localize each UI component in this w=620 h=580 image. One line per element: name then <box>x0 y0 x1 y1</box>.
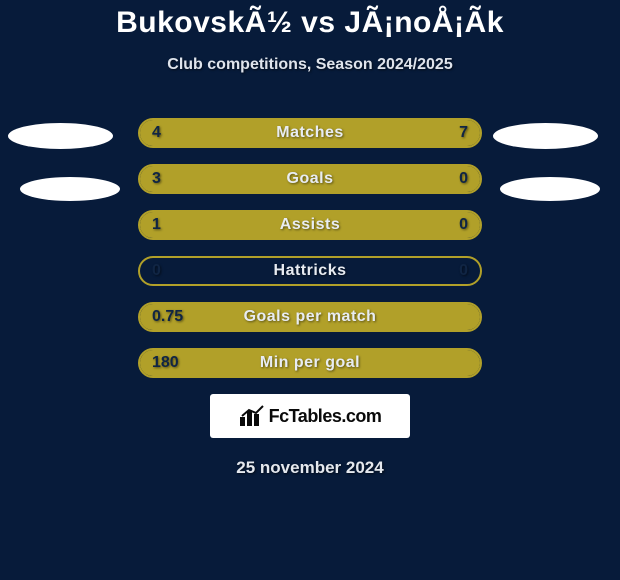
decorative-ellipse <box>493 123 598 149</box>
stat-value-right: 0 <box>459 216 468 234</box>
stat-value-right: 0 <box>459 262 468 280</box>
bars-icon <box>239 405 265 427</box>
stat-row: 0.75 Goals per match <box>138 302 482 332</box>
stat-value-left: 1 <box>152 216 161 234</box>
stat-value-right: 7 <box>459 124 468 142</box>
stat-value-left: 0 <box>152 262 161 280</box>
stat-value-left: 180 <box>152 354 179 372</box>
page-title: BukovskÃ½ vs JÃ¡noÅ¡Ã­k <box>0 0 620 40</box>
decorative-ellipse <box>20 177 120 201</box>
stat-row: 1 Assists 0 <box>138 210 482 240</box>
comparison-widget: BukovskÃ½ vs JÃ¡noÅ¡Ã­k Club competition… <box>0 0 620 478</box>
logo-text: FcTables.com <box>269 406 382 427</box>
fctables-logo[interactable]: FcTables.com <box>210 394 410 438</box>
page-subtitle: Club competitions, Season 2024/2025 <box>0 56 620 74</box>
decorative-ellipse <box>500 177 600 201</box>
date-label: 25 november 2024 <box>0 458 620 478</box>
stat-value-right: 0 <box>459 170 468 188</box>
stat-fill-right <box>412 212 480 238</box>
stat-row: 3 Goals 0 <box>138 164 482 194</box>
stat-label: Min per goal <box>260 354 360 372</box>
stats-section: 4 Matches 7 3 Goals 0 1 Assists 0 0 Hattricks 0 0.75… <box>0 118 620 378</box>
stat-label: Goals per match <box>244 308 377 326</box>
stat-fill-left <box>140 212 412 238</box>
stat-label: Goals <box>287 170 334 188</box>
stat-fill-right <box>412 166 480 192</box>
stat-label: Matches <box>276 124 344 142</box>
stat-row: 180 Min per goal <box>138 348 482 378</box>
stat-label: Hattricks <box>274 262 347 280</box>
stat-rows: 4 Matches 7 3 Goals 0 1 Assists 0 0 Hattricks 0 0.75… <box>0 118 620 378</box>
stat-row: 0 Hattricks 0 <box>138 256 482 286</box>
stat-fill-left <box>140 166 412 192</box>
stat-label: Assists <box>280 216 340 234</box>
stat-value-left: 3 <box>152 170 161 188</box>
stat-value-left: 0.75 <box>152 308 183 326</box>
stat-row: 4 Matches 7 <box>138 118 482 148</box>
decorative-ellipse <box>8 123 113 149</box>
stat-value-left: 4 <box>152 124 161 142</box>
